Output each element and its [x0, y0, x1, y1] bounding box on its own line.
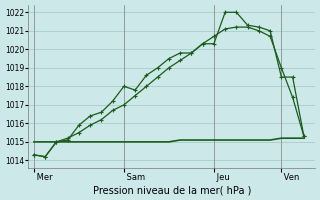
X-axis label: Pression niveau de la mer( hPa ): Pression niveau de la mer( hPa )	[92, 185, 251, 195]
